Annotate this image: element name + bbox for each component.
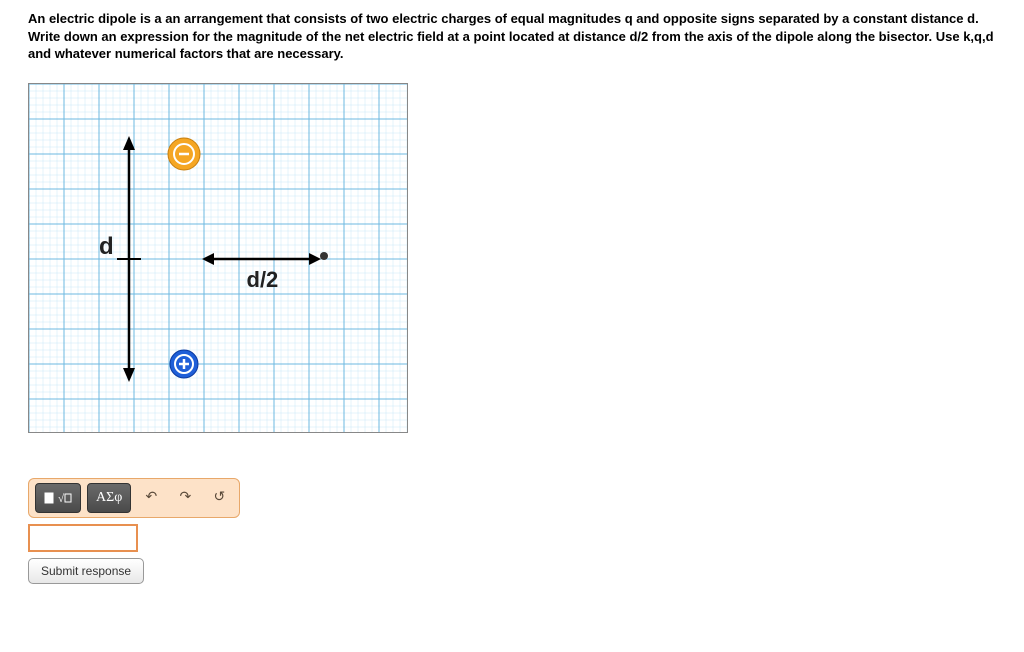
equation-toolbar: √ ΑΣφ ↶ ↷ ↺ — [28, 478, 240, 518]
greek-palette-button[interactable]: ΑΣφ — [87, 483, 131, 513]
redo-icon: ↷ — [179, 489, 191, 506]
reset-icon: ↺ — [213, 489, 225, 506]
submit-button[interactable]: Submit response — [28, 558, 144, 584]
undo-button[interactable]: ↶ — [137, 483, 165, 513]
redo-button[interactable]: ↷ — [171, 483, 199, 513]
dipole-svg: d d/2 — [28, 83, 408, 433]
math-palette-icon: √ — [44, 490, 72, 506]
question-text: An electric dipole is a an arrangement t… — [28, 10, 996, 63]
undo-icon: ↶ — [145, 489, 157, 506]
svg-text:√: √ — [58, 493, 65, 505]
reset-button[interactable]: ↺ — [205, 483, 233, 513]
answer-input[interactable] — [28, 524, 138, 552]
math-palette-button[interactable]: √ — [35, 483, 81, 513]
dipole-diagram: d d/2 — [28, 83, 996, 438]
svg-text:d/2: d/2 — [247, 267, 279, 292]
svg-text:d: d — [99, 233, 114, 260]
